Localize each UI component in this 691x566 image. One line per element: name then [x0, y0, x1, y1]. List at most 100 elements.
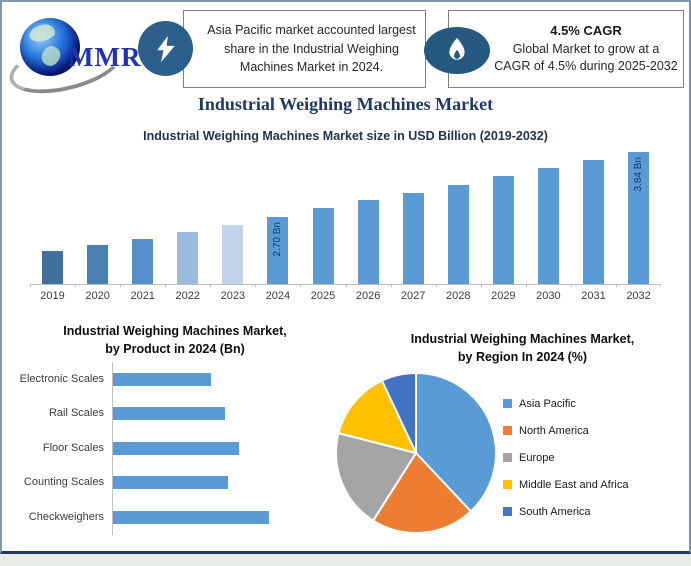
page-title: Industrial Weighing Machines Market	[197, 94, 494, 114]
region-chart-title-line1: Industrial Weighing Machines Market,	[410, 332, 635, 346]
product-row-electronic-scales: Electronic Scales	[12, 362, 282, 397]
legend-label: Asia Pacific	[519, 397, 576, 410]
product-bar-chart: Electronic Scales Rail Scales Floor Scales…	[12, 362, 282, 535]
trend-bar-value-label-2032: 3.84 Bn	[633, 157, 645, 192]
product-bar-area	[112, 362, 282, 397]
legend-item-europe: Europe	[503, 444, 628, 471]
product-label: Checkweighers	[28, 510, 104, 523]
footer-strip	[0, 554, 691, 566]
legend-swatch	[503, 453, 512, 462]
callout-cagr: 4.5% CAGR Global Market to grow at a CAG…	[448, 10, 684, 88]
product-bar	[113, 510, 269, 524]
lightning-icon	[138, 21, 193, 76]
trend-bar-2019	[42, 251, 64, 284]
product-bar-area	[112, 465, 282, 500]
trend-column-2030	[526, 144, 571, 284]
globe-icon	[20, 18, 80, 76]
product-bar	[113, 476, 228, 490]
legend-swatch	[503, 426, 512, 435]
cagr-text-line2: CAGR of 4.5% during 2025-2032	[494, 59, 678, 73]
product-bar	[113, 407, 225, 421]
product-chart-title-line2: by Product in 2024 (Bn)	[105, 341, 245, 356]
product-chart-title: Industrial Weighing Machines Market, by …	[15, 323, 335, 358]
product-bar-area	[112, 500, 282, 535]
trend-column-2022	[165, 144, 210, 284]
trend-x-label-2019: 2019	[30, 284, 75, 302]
pie-slice-south-america	[380, 372, 417, 454]
trend-bar-2024: 2.70 Bn	[267, 217, 289, 284]
product-chart-title-line1: Industrial Weighing Machines Market,	[63, 324, 287, 338]
trend-x-label-2029: 2029	[480, 284, 526, 302]
callout-asia-pacific: Asia Pacific market accounted largest sh…	[183, 10, 426, 88]
trend-bar-2025	[312, 208, 334, 284]
legend-item-north-america: North America	[503, 417, 628, 444]
product-label: Counting Scales	[23, 476, 104, 489]
trend-x-label-2027: 2027	[390, 284, 436, 302]
legend-label: South America	[519, 505, 591, 518]
pie-slice-middle-east-and-africa	[337, 379, 417, 454]
product-bar-area	[112, 396, 282, 431]
product-row-checkweighers: Checkweighers	[12, 500, 282, 535]
region-chart-title: Industrial Weighing Machines Market, by …	[360, 331, 685, 366]
trend-x-label-2026: 2026	[345, 284, 391, 302]
pie-slice-asia-pacific	[415, 372, 497, 513]
trend-bar-2031	[582, 160, 604, 284]
trend-column-2029	[481, 144, 526, 284]
callout-asia-pacific-text: Asia Pacific market accounted largest sh…	[207, 22, 416, 75]
trend-x-label-2028: 2028	[435, 284, 481, 302]
product-label: Electronic Scales	[19, 372, 104, 385]
trend-x-label-2031: 2031	[570, 284, 616, 302]
trend-column-2020	[75, 144, 120, 284]
pie-slice-north-america	[372, 452, 472, 534]
region-chart-title-line2: by Region In 2024 (%)	[457, 349, 588, 364]
trend-bar-2023	[222, 225, 244, 284]
product-bar	[113, 372, 211, 386]
legend-label: Middle East and Africa	[519, 478, 629, 491]
product-bar	[113, 441, 239, 455]
trend-column-2025	[300, 144, 345, 284]
trend-x-label-2030: 2030	[525, 284, 571, 302]
trend-column-2026	[346, 144, 391, 284]
trend-x-label-2020: 2020	[75, 284, 120, 302]
trend-x-label-2032: 2032	[616, 284, 662, 302]
trend-bar-2029	[492, 176, 514, 284]
trend-bar-chart: 2.70 Bn 3.84 Bn	[30, 144, 661, 285]
trend-bar-value-label-2024: 2.70 Bn	[272, 222, 284, 257]
trend-bar-2026	[357, 200, 379, 284]
trend-column-2027	[391, 144, 436, 284]
trend-bar-2021	[132, 239, 154, 284]
trend-column-2032: 3.84 Bn	[616, 144, 661, 284]
trend-x-label-2023: 2023	[210, 284, 255, 302]
legend-swatch	[503, 399, 512, 408]
cagr-value: 4.5% CAGR	[550, 23, 622, 39]
product-row-rail-scales: Rail Scales	[12, 396, 282, 431]
trend-column-2031	[571, 144, 616, 284]
trend-x-label-2022: 2022	[165, 284, 210, 302]
trend-bars: 2.70 Bn 3.84 Bn	[30, 144, 661, 284]
logo-text: MMR	[68, 42, 142, 72]
flame-icon	[424, 27, 490, 74]
trend-x-axis: 2019 2020 2021 2022 2023 2024 2025 2026 2027 2028…	[30, 284, 662, 302]
pie-legend: Asia Pacific North America Europe Middle Ea…	[503, 390, 628, 525]
trend-bar-2032: 3.84 Bn	[628, 152, 650, 284]
trend-bar-2030	[537, 168, 559, 284]
trend-bar-2027	[402, 193, 424, 284]
trend-x-label-2024: 2024	[255, 284, 300, 302]
trend-column-2019	[30, 144, 75, 284]
trend-column-2028	[436, 144, 481, 284]
product-label: Floor Scales	[42, 441, 104, 454]
product-row-floor-scales: Floor Scales	[12, 431, 282, 466]
legend-label: Europe	[519, 451, 555, 464]
legend-item-south-america: South America	[503, 498, 628, 525]
region-pie-chart	[335, 372, 497, 534]
legend-swatch	[503, 507, 512, 516]
legend-swatch	[503, 480, 512, 489]
trend-column-2024: 2.70 Bn	[255, 144, 300, 284]
legend-item-asia-pacific: Asia Pacific	[503, 390, 628, 417]
legend-label: North America	[519, 424, 589, 437]
product-label: Rail Scales	[48, 407, 104, 420]
cagr-text-line1: Global Market to grow at a	[512, 42, 660, 57]
trend-x-label-2025: 2025	[300, 284, 345, 302]
trend-bar-2020	[87, 245, 109, 284]
